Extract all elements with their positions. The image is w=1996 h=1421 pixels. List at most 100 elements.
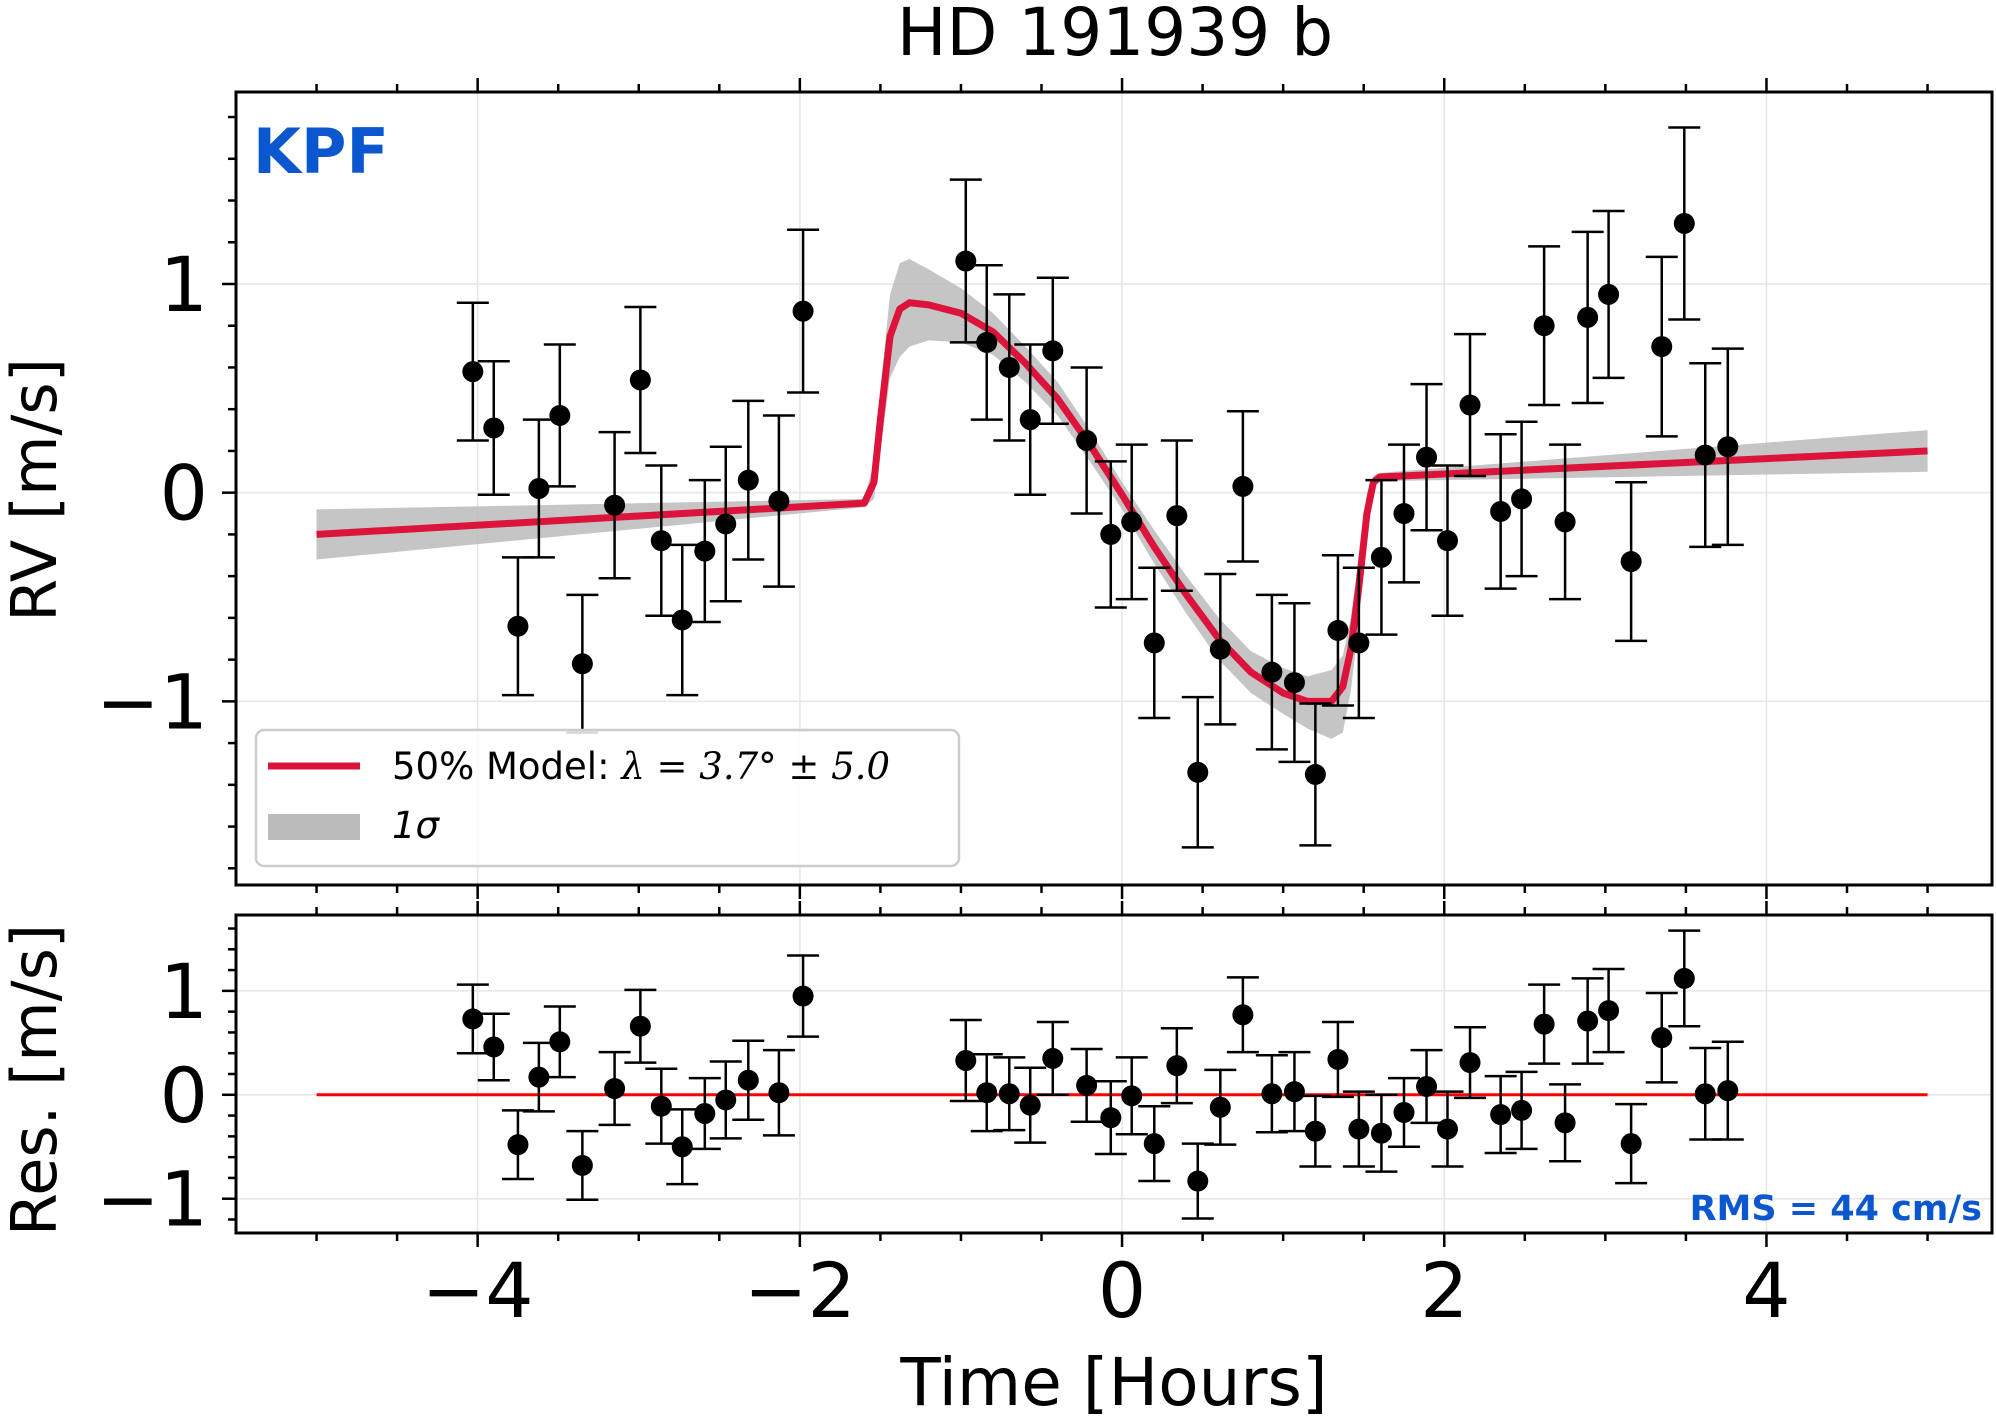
data-point (976, 331, 998, 353)
data-point (1416, 446, 1438, 468)
y-tick-label: −1 (96, 1155, 208, 1244)
data-point (1209, 638, 1231, 660)
data-point (1620, 551, 1642, 573)
data-point (1620, 1133, 1642, 1155)
data-point (1261, 1083, 1283, 1105)
residual-y-axis-label: Res. [m/s] (0, 924, 71, 1236)
rv-y-axis-label: RV [m/s] (0, 358, 71, 622)
data-point (629, 369, 651, 391)
data-point (571, 653, 593, 675)
chart-title: HD 191939 b (897, 0, 1333, 71)
data-point (1187, 761, 1209, 783)
data-point (998, 356, 1020, 378)
data-point (737, 469, 759, 491)
y-tick-label: −1 (96, 657, 208, 746)
rms-label: RMS = 44 cm/s (1690, 1189, 1982, 1229)
data-point (1327, 1048, 1349, 1070)
data-point (1533, 1013, 1555, 1035)
data-point (650, 530, 672, 552)
data-point (1598, 1000, 1620, 1022)
data-point (1042, 340, 1064, 362)
data-point (549, 404, 571, 426)
residual-panel: −4 −2 0 2 4 −1 0 1 RMS = 44 cm/s Res. [m/s] Tim… (0, 901, 1994, 1421)
rv-axes-frame (234, 90, 1994, 887)
data-point (1511, 488, 1533, 510)
data-point (1673, 967, 1695, 989)
data-point (671, 1136, 693, 1158)
data-point (792, 300, 814, 322)
data-point (1717, 436, 1739, 458)
data-point (1121, 511, 1143, 533)
data-point (1348, 1118, 1370, 1140)
rv-ticks: −1 0 1 (96, 78, 1929, 899)
data-point (1283, 1081, 1305, 1103)
data-point (1209, 1096, 1231, 1118)
data-point (1019, 1094, 1041, 1116)
data-point (1459, 394, 1481, 416)
data-point (1187, 1170, 1209, 1192)
data-point (1511, 1099, 1533, 1121)
data-point (1348, 632, 1370, 654)
data-point (483, 1036, 505, 1058)
data-point (1673, 212, 1695, 234)
data-point (768, 490, 790, 512)
data-point (715, 513, 737, 535)
data-point (998, 1083, 1020, 1105)
data-point (1554, 511, 1576, 533)
data-point (1261, 661, 1283, 683)
x-tick-label: 4 (1742, 1246, 1790, 1335)
data-point (528, 478, 550, 499)
data-point (976, 1082, 998, 1104)
data-point (1370, 546, 1392, 568)
x-tick-label: −2 (744, 1246, 856, 1335)
data-point (694, 540, 716, 562)
instrument-label: KPF (253, 115, 389, 188)
data-point (1166, 1055, 1188, 1077)
data-point (1166, 505, 1188, 527)
y-tick-label: 0 (160, 449, 208, 538)
legend-model-label: 50% Model: λ = 3.7° ± 5.0 (392, 745, 890, 788)
residual-ticks: −4 −2 0 2 4 −1 0 1 (96, 901, 1929, 1335)
x-tick-label: 2 (1420, 1246, 1468, 1335)
data-point (737, 1069, 759, 1091)
legend-model-prefix: 50% Model: (392, 745, 621, 788)
data-point (571, 1154, 593, 1176)
y-tick-label: 1 (160, 240, 208, 329)
legend-model-value: λ = 3.7° ± 5.0 (619, 745, 890, 788)
data-point (604, 1078, 626, 1100)
data-point (507, 1134, 529, 1156)
data-point (1393, 503, 1415, 525)
data-point (1577, 306, 1599, 328)
data-point (715, 1089, 737, 1111)
data-point (1651, 1027, 1673, 1049)
data-point (1694, 1083, 1716, 1105)
legend-band-swatch (268, 814, 360, 840)
data-point (483, 417, 505, 439)
data-point (1143, 632, 1165, 654)
y-tick-label: 0 (160, 1051, 208, 1140)
x-axis-label: Time [Hours] (899, 1344, 1327, 1421)
data-point (1143, 1133, 1165, 1155)
data-point (507, 615, 529, 637)
data-point (1232, 1004, 1254, 1026)
residual-data-points (456, 929, 1744, 1220)
data-point (768, 1082, 790, 1104)
data-point (1232, 475, 1254, 497)
data-point (604, 494, 626, 516)
data-point (462, 1008, 484, 1030)
data-point (671, 609, 693, 631)
data-point (1651, 336, 1673, 358)
data-point (1577, 1010, 1599, 1032)
data-point (955, 250, 977, 272)
data-point (1327, 619, 1349, 641)
data-point (549, 1031, 571, 1053)
legend: 50% Model: λ = 3.7° ± 5.0 1σ (254, 728, 961, 868)
data-point (1100, 1107, 1122, 1129)
x-tick-label: −4 (422, 1246, 534, 1335)
x-tick-label: 0 (1098, 1246, 1146, 1335)
data-point (1076, 1074, 1098, 1096)
rv-panel: −1 0 1 KPF RV [m/s] 50% Model: λ = 3.7° ± … (0, 78, 1994, 899)
legend-band-label: 1σ (392, 804, 441, 847)
data-point (1490, 500, 1512, 522)
data-point (1076, 430, 1098, 452)
